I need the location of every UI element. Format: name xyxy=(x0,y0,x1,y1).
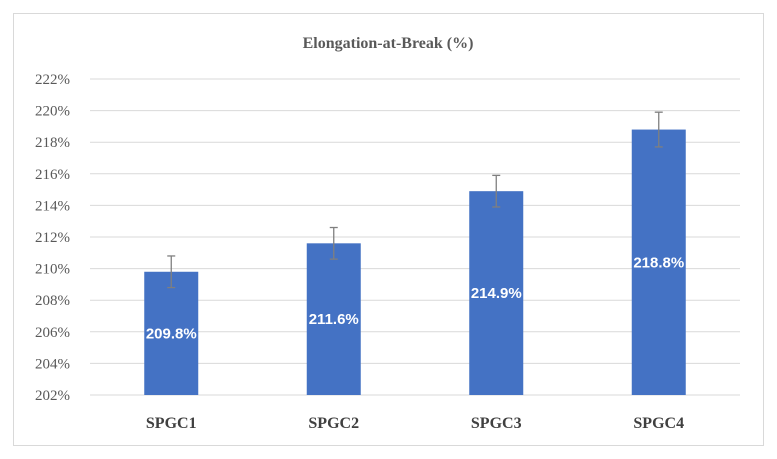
x-tick-label: SPGC2 xyxy=(308,415,359,432)
y-tick-label: 222% xyxy=(35,72,70,88)
y-tick-label: 214% xyxy=(35,198,70,214)
x-tick-label: SPGC4 xyxy=(633,415,684,432)
data-label: 218.8% xyxy=(633,254,684,271)
bars xyxy=(144,129,686,395)
y-tick-label: 202% xyxy=(35,388,70,404)
y-tick-label: 208% xyxy=(35,293,70,309)
error-bar xyxy=(654,111,663,148)
y-axis-ticks: 202% 204% 206% 208% 210% 212% 214% 216% 218% 220%… xyxy=(35,72,70,404)
bar xyxy=(144,271,199,395)
error-bar xyxy=(167,255,176,289)
error-bar xyxy=(492,174,501,208)
y-tick-label: 210% xyxy=(35,262,70,278)
x-tick-label: SPGC3 xyxy=(471,415,522,432)
data-label: 209.8% xyxy=(146,325,197,342)
bar xyxy=(469,191,524,395)
x-axis-ticks: SPGC1 SPGC2 SPGC3 SPGC4 xyxy=(146,415,684,432)
error-bars xyxy=(167,111,663,289)
bar xyxy=(631,129,686,395)
bar xyxy=(306,243,361,395)
error-bar xyxy=(329,226,338,260)
data-label: 214.9% xyxy=(471,285,522,302)
chart-title: Elongation-at-Break (%) xyxy=(303,35,474,52)
y-tick-label: 216% xyxy=(35,167,70,183)
data-labels: 209.8% 211.6% 214.9% 218.8% xyxy=(146,254,684,342)
y-tick-label: 218% xyxy=(35,135,70,151)
x-tick-label: SPGC1 xyxy=(146,415,197,432)
data-label: 211.6% xyxy=(309,311,359,328)
y-tick-label: 212% xyxy=(35,230,70,246)
y-tick-label: 206% xyxy=(35,325,70,341)
gridlines xyxy=(90,78,740,396)
y-tick-label: 220% xyxy=(35,104,70,120)
y-tick-label: 204% xyxy=(35,356,70,372)
